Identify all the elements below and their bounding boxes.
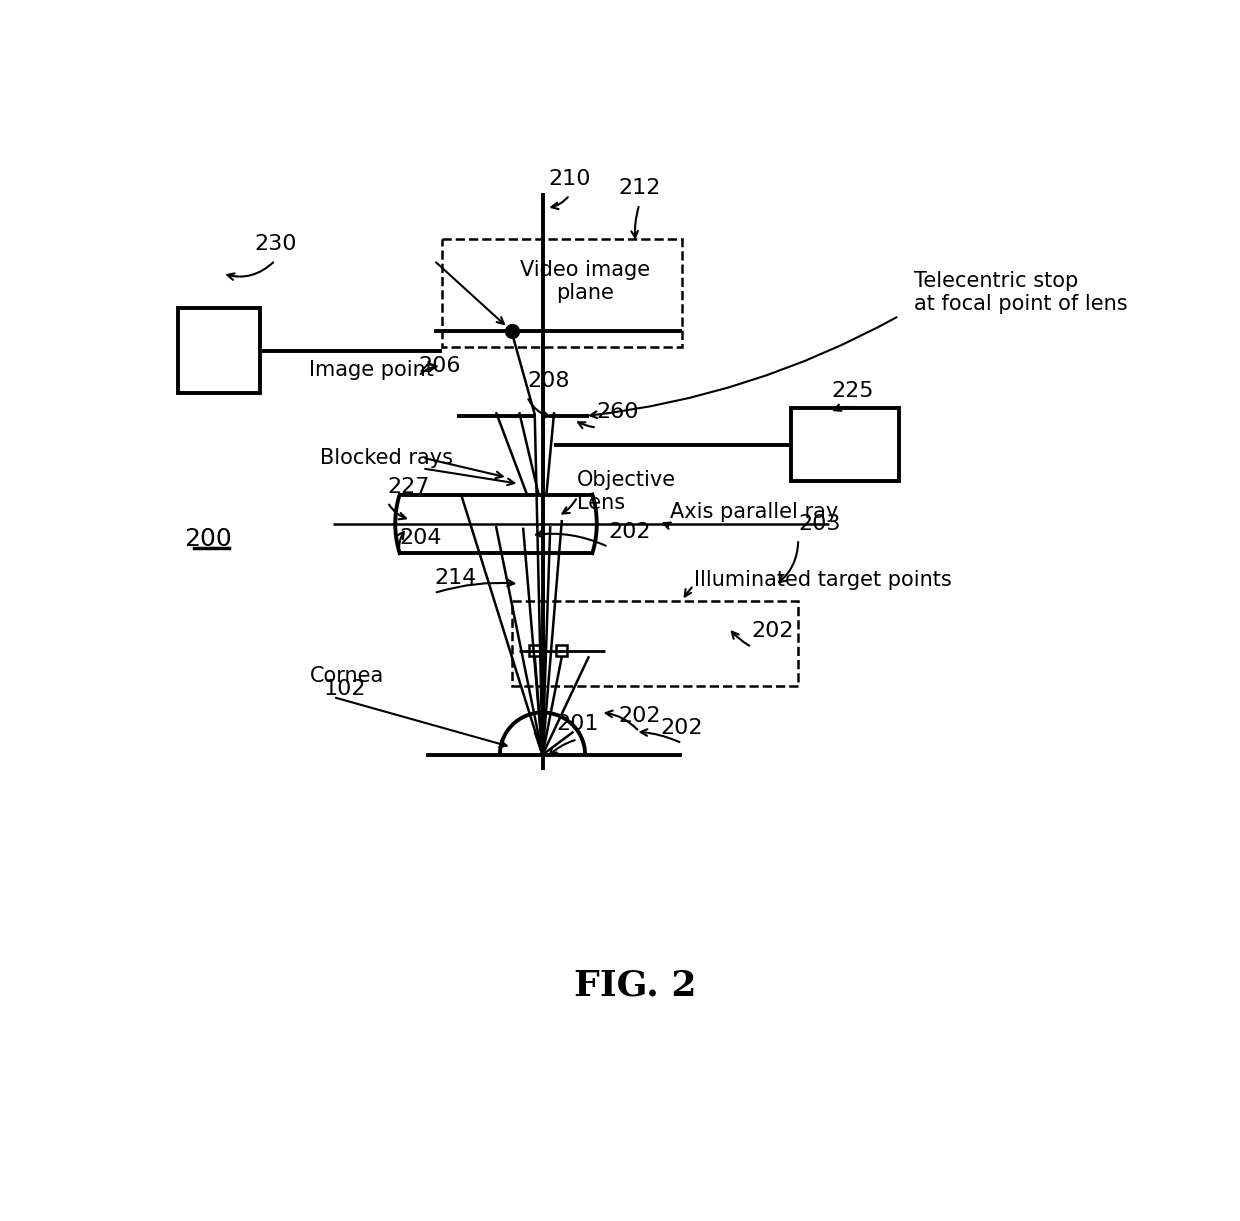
Bar — [179, 308, 259, 393]
Bar — [511, 601, 799, 685]
Text: 202: 202 — [618, 706, 661, 726]
Bar — [441, 239, 682, 347]
Text: 230: 230 — [254, 234, 296, 254]
Text: 212: 212 — [619, 178, 661, 198]
Text: 202: 202 — [661, 718, 703, 737]
Text: Blocked rays: Blocked rays — [320, 448, 453, 468]
Text: Illuminated target points: Illuminated target points — [693, 570, 951, 590]
Bar — [557, 646, 568, 656]
Text: 202: 202 — [609, 523, 651, 542]
Bar — [791, 408, 899, 481]
Text: 210: 210 — [548, 168, 591, 189]
Text: FIG. 2: FIG. 2 — [574, 968, 697, 1002]
Text: 225: 225 — [831, 381, 874, 400]
Text: 260: 260 — [596, 402, 640, 422]
Text: 202: 202 — [751, 620, 795, 641]
Text: 227: 227 — [387, 477, 430, 497]
Text: Objective
Lens: Objective Lens — [578, 470, 677, 513]
Text: 201: 201 — [556, 714, 599, 734]
Text: 200: 200 — [184, 527, 232, 551]
Bar — [529, 646, 541, 656]
Text: 206: 206 — [419, 357, 461, 376]
Text: Telecentric stop
at focal point of lens: Telecentric stop at focal point of lens — [915, 271, 1128, 315]
Text: 102: 102 — [324, 679, 367, 700]
Text: Image point: Image point — [309, 360, 434, 380]
Text: Axis parallel ray: Axis parallel ray — [671, 502, 838, 523]
Text: 214: 214 — [434, 569, 476, 589]
Text: Cornea: Cornea — [310, 665, 384, 685]
Text: Video image
plane: Video image plane — [520, 260, 650, 303]
Text: 204: 204 — [399, 529, 441, 548]
Text: 208: 208 — [527, 371, 569, 392]
Text: 203: 203 — [799, 514, 841, 534]
